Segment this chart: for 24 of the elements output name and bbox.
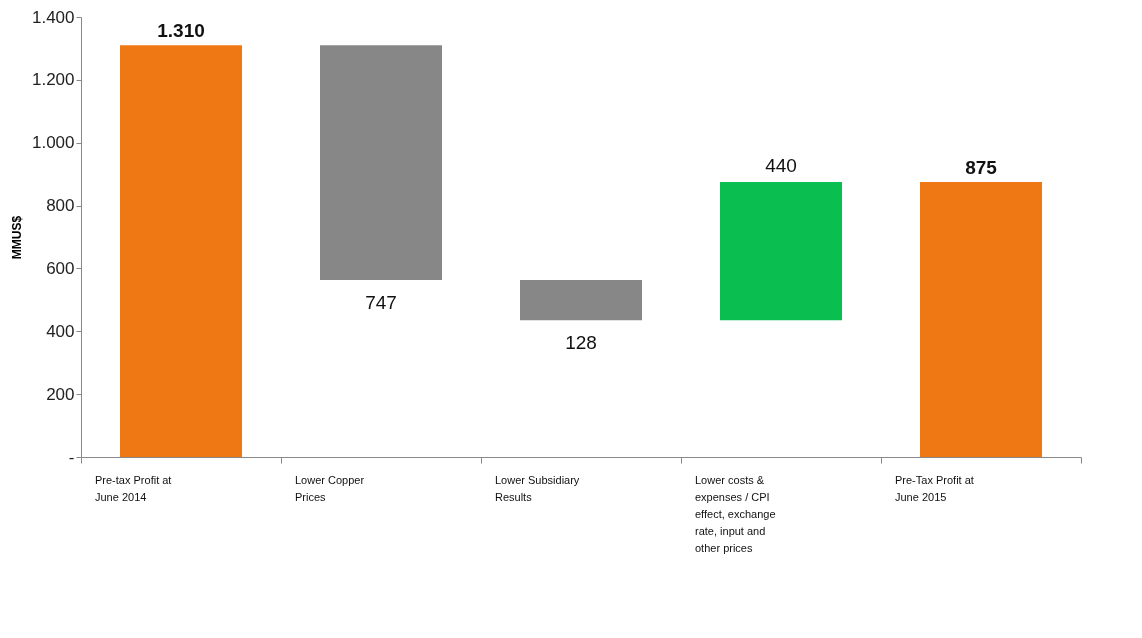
y-tick-label: 1.200 [31, 70, 75, 90]
y-tick-label: 1.000 [31, 133, 75, 153]
data-label: 128 [565, 332, 597, 354]
y-tick-label: 200 [46, 384, 75, 404]
data-label: 440 [765, 155, 797, 176]
data-label: 747 [365, 292, 397, 314]
x-tick-label: Pre-tax Profit at June 2014 [95, 474, 172, 503]
data-label: 1.310 [157, 20, 205, 42]
y-tick-label: 1.400 [31, 7, 75, 27]
x-tick-label: Lower Subsidiary Results [495, 474, 580, 503]
y-tick-label: 600 [46, 258, 75, 278]
bar [520, 280, 642, 321]
y-tick-label: - [68, 447, 75, 467]
y-axis-title: MMUS$ [9, 215, 24, 260]
y-tick-label: 400 [46, 321, 75, 341]
bar [720, 182, 842, 321]
bar [120, 45, 242, 457]
x-tick-label: Pre-Tax Profit at June 2015 [895, 474, 974, 503]
x-tick-label: Lower costs & expenses / CPI effect, exchange rate, input and other prices [695, 474, 776, 554]
x-tick-label: Lower Copper Prices [295, 474, 365, 503]
y-tick-label: 800 [46, 196, 75, 216]
bar [320, 45, 442, 281]
bar [920, 182, 1042, 457]
data-label: 875 [965, 157, 998, 178]
